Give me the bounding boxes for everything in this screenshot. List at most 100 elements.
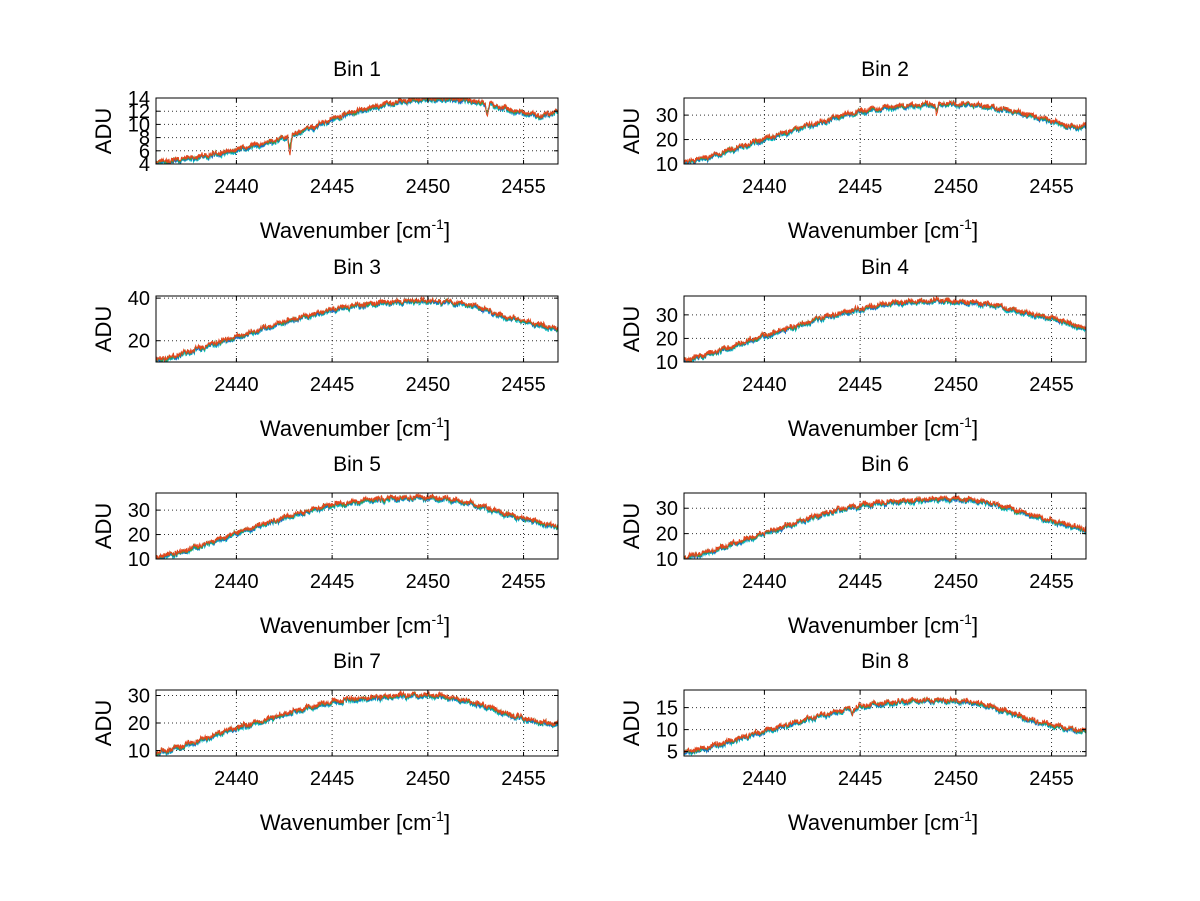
x-tick-label: 2440 — [742, 768, 787, 790]
x-tick-label: 2440 — [214, 571, 259, 593]
subplot-title: Bin 4 — [861, 256, 909, 279]
series-group — [156, 296, 558, 362]
subplot-title: Bin 1 — [333, 58, 381, 81]
subplot-title: Bin 8 — [861, 650, 909, 673]
series-line-4 — [684, 494, 1086, 559]
y-tick-label: 12 — [128, 101, 150, 123]
x-axis-label-close: ] — [444, 613, 450, 638]
y-axis-label: ADU — [91, 108, 116, 154]
series-group — [684, 99, 1086, 164]
x-tick-label: 2455 — [501, 176, 546, 198]
x-axis-label: Wavenumber [cm-1] — [788, 808, 978, 835]
series-group — [156, 98, 558, 164]
y-tick-label: 4 — [139, 154, 150, 176]
x-tick-label: 2450 — [934, 176, 979, 198]
x-axis-label-close: ] — [444, 218, 450, 243]
subplot-bin-3: 2440 2445 2450 2455 20 40 Bin 3 ADU Wavenumber [… — [91, 256, 559, 441]
y-tick-label: 10 — [656, 549, 678, 571]
x-axis-label-exponent: -1 — [960, 216, 973, 232]
y-tick-label: 5 — [667, 742, 678, 764]
y-axis-label: ADU — [91, 700, 116, 746]
axes-box — [683, 689, 1087, 757]
x-tick-label: 2455 — [501, 374, 546, 396]
x-axis-label-exponent: -1 — [432, 414, 445, 430]
x-axis-label-exponent: -1 — [432, 611, 445, 627]
series-group — [684, 296, 1086, 362]
subplot-title: Bin 6 — [861, 453, 909, 476]
series-line-4 — [156, 296, 558, 362]
axes-box — [155, 97, 559, 165]
y-tick-label: 10 — [128, 549, 150, 571]
x-axis-label-close: ] — [972, 416, 978, 441]
y-tick-label: 30 — [656, 498, 678, 520]
y-tick-label: 20 — [128, 713, 150, 735]
axes-box — [155, 295, 559, 363]
x-tick-label: 2450 — [934, 374, 979, 396]
x-tick-label: 2450 — [934, 571, 979, 593]
x-axis-label: Wavenumber [cm-1] — [788, 414, 978, 441]
x-tick-label: 2440 — [214, 176, 259, 198]
x-tick-label: 2450 — [406, 768, 451, 790]
y-tick-label: 20 — [656, 328, 678, 350]
series-line-4 — [156, 493, 558, 559]
y-tick-label: 10 — [128, 741, 150, 763]
x-tick-label: 2455 — [1029, 374, 1074, 396]
x-tick-label: 2440 — [214, 374, 259, 396]
subplot-bin-7: 2440 2445 2450 2455 10 20 30 Bin 7 ADU Wavenumber… — [91, 650, 559, 835]
x-tick-label: 2450 — [406, 176, 451, 198]
x-axis-label: Wavenumber [cm-1] — [260, 216, 450, 243]
y-tick-label: 10 — [656, 720, 678, 742]
x-tick-label: 2445 — [838, 176, 883, 198]
x-tick-label: 2450 — [934, 768, 979, 790]
x-axis-label-main: Wavenumber [cm — [788, 810, 960, 835]
y-tick-label: 40 — [128, 288, 150, 310]
x-axis-label-exponent: -1 — [960, 611, 973, 627]
x-tick-label: 2445 — [310, 768, 355, 790]
x-axis-label-close: ] — [972, 218, 978, 243]
y-tick-label: 10 — [656, 154, 678, 176]
subplot-title: Bin 7 — [333, 650, 381, 673]
x-tick-label: 2450 — [406, 571, 451, 593]
y-tick-label: 10 — [128, 114, 150, 136]
x-axis-label-close: ] — [444, 810, 450, 835]
x-tick-label: 2450 — [406, 374, 451, 396]
subplot-title: Bin 3 — [333, 256, 381, 279]
x-axis-label-close: ] — [972, 810, 978, 835]
x-axis-label: Wavenumber [cm-1] — [260, 611, 450, 638]
y-axis-label: ADU — [91, 306, 116, 352]
y-axis-label: ADU — [619, 700, 644, 746]
y-tick-label: 20 — [656, 130, 678, 152]
x-axis-label: Wavenumber [cm-1] — [260, 414, 450, 441]
y-tick-label: 20 — [128, 525, 150, 547]
series-group — [156, 690, 558, 756]
x-axis-label-main: Wavenumber [cm — [260, 810, 432, 835]
x-axis-label-main: Wavenumber [cm — [260, 218, 432, 243]
y-tick-label: 8 — [139, 128, 150, 150]
x-tick-label: 2455 — [1029, 571, 1074, 593]
x-axis-label-close: ] — [972, 613, 978, 638]
series-group — [684, 494, 1086, 559]
x-tick-label: 2455 — [501, 571, 546, 593]
series-line-4 — [684, 296, 1086, 362]
series-line-4 — [156, 690, 558, 756]
y-tick-label: 20 — [128, 331, 150, 353]
x-axis-label-main: Wavenumber [cm — [260, 416, 432, 441]
axes-box — [683, 295, 1087, 363]
x-tick-label: 2440 — [742, 374, 787, 396]
x-axis-label-main: Wavenumber [cm — [788, 613, 960, 638]
y-axis-label: ADU — [619, 108, 644, 154]
x-axis-label: Wavenumber [cm-1] — [788, 611, 978, 638]
axes-box — [155, 492, 559, 560]
x-axis-label-close: ] — [444, 416, 450, 441]
x-tick-label: 2440 — [742, 571, 787, 593]
series-line-4 — [156, 98, 558, 164]
series-line-4 — [684, 695, 1086, 753]
x-axis-label-main: Wavenumber [cm — [260, 613, 432, 638]
y-tick-label: 6 — [139, 141, 150, 163]
